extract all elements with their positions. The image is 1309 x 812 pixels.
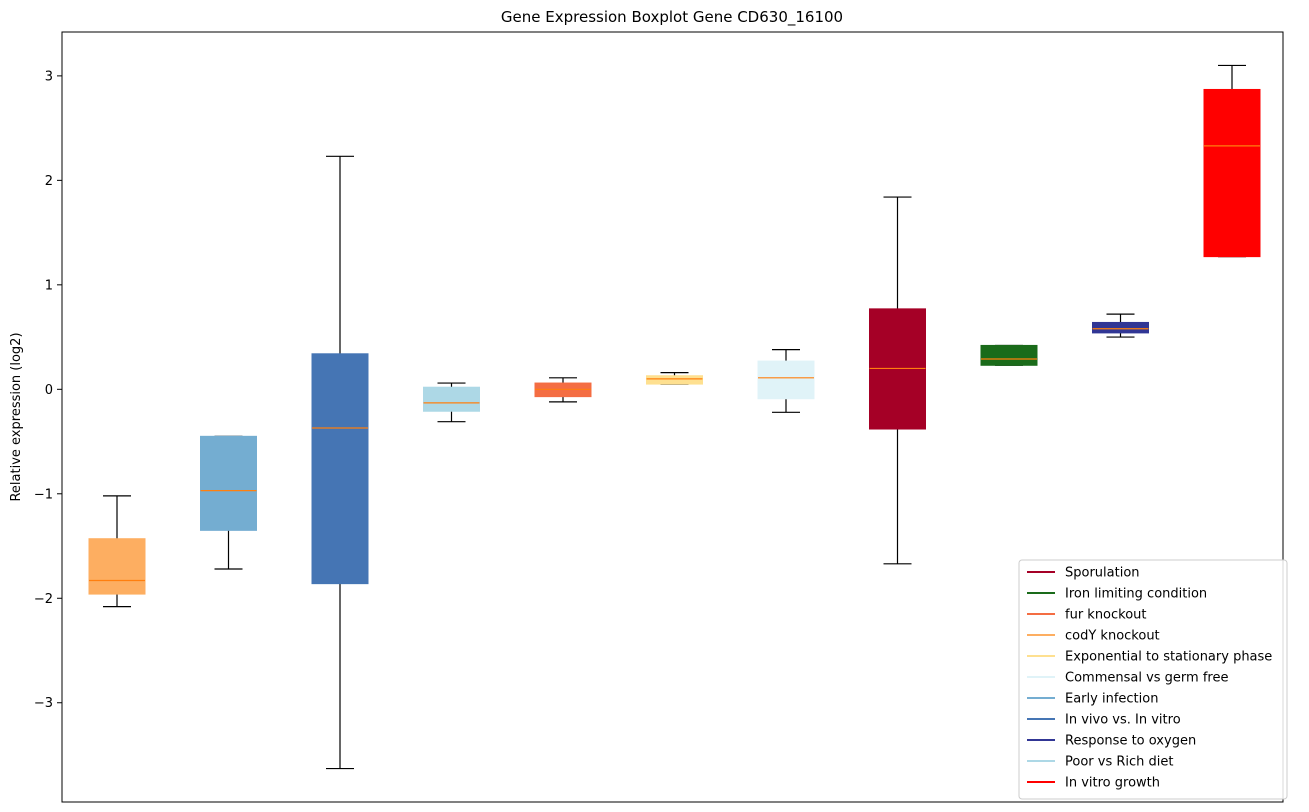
chart-title: Gene Expression Boxplot Gene CD630_16100 — [501, 8, 843, 27]
legend-label: Sporulation — [1065, 566, 1140, 581]
y-tick-label: −3 — [34, 696, 53, 711]
box-iqr — [1092, 321, 1149, 334]
plot-frame — [61, 31, 1284, 803]
y-tick-label: 3 — [45, 69, 53, 84]
plot-area: −3 −2 −1 0 1 2 3 — [34, 64, 1261, 770]
box-iqr — [423, 386, 480, 412]
legend-label: Response to oxygen — [1065, 734, 1196, 749]
box-group — [200, 435, 257, 570]
box-iqr — [311, 353, 369, 585]
legend-label: codY knockout — [1065, 629, 1160, 644]
box-group — [646, 371, 703, 385]
box-group — [869, 196, 926, 565]
legend-frame — [1018, 559, 1288, 800]
box-iqr — [646, 375, 703, 385]
box-group — [88, 495, 146, 608]
legend-label: Poor vs Rich diet — [1065, 755, 1173, 770]
box-group — [757, 349, 815, 413]
box-iqr — [88, 538, 146, 595]
box-group — [980, 344, 1038, 366]
legend: Sporulation Iron limiting condition fur kn… — [1018, 559, 1288, 800]
box-iqr — [980, 344, 1038, 366]
y-tick-label: −1 — [34, 487, 53, 502]
box-group — [311, 155, 369, 770]
legend-label: Early infection — [1065, 692, 1158, 707]
box-iqr — [1203, 88, 1261, 258]
box-group — [423, 382, 480, 423]
box-group — [1203, 64, 1261, 258]
y-tick-label: 2 — [45, 174, 53, 189]
legend-label: Commensal vs germ free — [1065, 671, 1228, 686]
legend-label: fur knockout — [1065, 608, 1147, 623]
legend-label: In vitro growth — [1065, 776, 1160, 791]
y-tick-label: −2 — [34, 592, 53, 607]
y-axis-label: Relative expression (log2) — [9, 332, 24, 501]
y-tick-label: 1 — [45, 278, 53, 293]
legend-label: Exponential to stationary phase — [1065, 650, 1272, 665]
box-iqr — [757, 360, 815, 400]
box-group — [1092, 313, 1149, 338]
legend-label: In vivo vs. In vitro — [1065, 713, 1181, 728]
legend-label: Iron limiting condition — [1065, 587, 1207, 602]
box-group — [534, 377, 592, 403]
box-iqr — [200, 435, 257, 531]
y-tick-label: 0 — [45, 383, 53, 398]
